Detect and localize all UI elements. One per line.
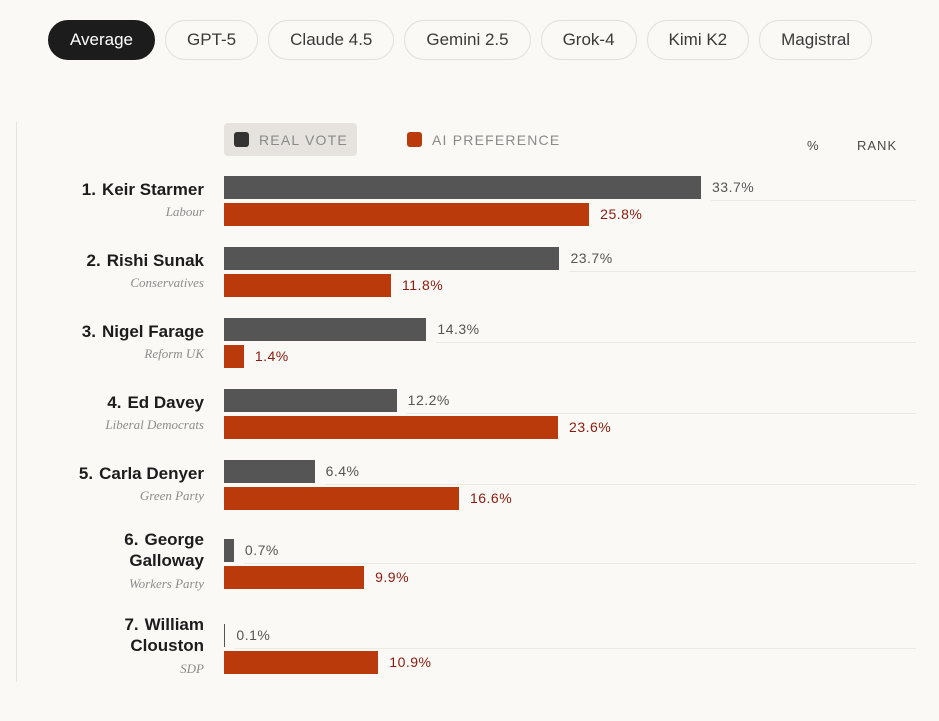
candidate-party: Conservatives — [130, 275, 204, 290]
real-vote-value: 0.1% — [236, 627, 271, 643]
candidate-rank: 5. — [78, 464, 94, 483]
real-vote-bar — [224, 318, 427, 341]
tab-grok-4[interactable]: Grok-4 — [540, 20, 637, 60]
real-vote-bar — [224, 539, 234, 562]
candidate-party: SDP — [180, 661, 204, 676]
ai-preference-bar — [224, 345, 244, 368]
ai-preference-bar — [224, 274, 392, 297]
row-divider — [436, 342, 916, 343]
candidate-name-text: Nigel Farage — [101, 322, 204, 341]
ai-preference-value: 10.9% — [389, 654, 432, 670]
candidate-party: Reform UK — [144, 346, 204, 361]
row-divider — [711, 200, 916, 201]
tab-kimi-k2[interactable]: Kimi K2 — [646, 20, 750, 60]
candidate-name: 6. George Galloway — [64, 529, 204, 571]
candidate-rank: 1. — [81, 180, 96, 199]
real-vote-value: 14.3% — [437, 321, 480, 337]
row-divider — [243, 563, 916, 564]
legend-real-vote[interactable]: REAL VOTE — [224, 123, 357, 156]
real-vote-bar — [224, 247, 560, 270]
candidate-rank: 7. — [124, 615, 139, 634]
column-header-rank[interactable]: RANK — [857, 138, 898, 153]
ai-preference-value: 11.8% — [402, 277, 444, 293]
candidate-name: 5. Carla Denyer — [79, 463, 204, 484]
ai-preference-value: 1.4% — [254, 348, 289, 364]
model-tabs: Average GPT-5 Claude 4.5 Gemini 2.5 Grok-4 Ki… — [48, 20, 873, 60]
column-header-percent[interactable]: % — [807, 138, 820, 153]
real-vote-bar — [224, 460, 315, 483]
real-vote-bar — [224, 176, 701, 199]
legend-real-label: REAL VOTE — [259, 131, 348, 148]
tab-claude-4-5[interactable]: Claude 4.5 — [268, 20, 395, 60]
candidate-name: 7. William Clouston — [64, 614, 204, 656]
real-vote-bar — [224, 389, 397, 412]
ai-preference-value: 9.9% — [375, 569, 410, 585]
candidate-name-text: Rishi Sunak — [106, 251, 204, 270]
real-vote-value: 23.7% — [570, 250, 613, 266]
real-vote-value: 6.4% — [325, 463, 360, 479]
tab-gemini-2-5[interactable]: Gemini 2.5 — [404, 20, 531, 60]
tab-average[interactable]: Average — [48, 20, 156, 60]
row-divider — [406, 413, 916, 414]
ai-preference-bar — [224, 487, 459, 510]
legend-ai-swatch — [407, 132, 422, 147]
tab-gpt-5[interactable]: GPT-5 — [165, 20, 259, 60]
candidate-name-text: Keir Starmer — [101, 180, 204, 199]
candidate-name: 2. Rishi Sunak — [87, 250, 205, 271]
ai-preference-bar — [224, 203, 590, 226]
candidate-party: Green Party — [139, 488, 204, 503]
legend-real-swatch — [234, 132, 249, 147]
chart-left-border — [16, 122, 17, 682]
candidate-rank: 6. — [124, 530, 139, 549]
candidate-name-text: Ed Davey — [127, 393, 204, 412]
ai-preference-bar — [224, 651, 379, 674]
candidate-rank: 2. — [86, 251, 101, 270]
row-divider — [324, 484, 916, 485]
real-vote-bar — [224, 624, 226, 647]
candidate-party: Labour — [165, 204, 204, 219]
candidate-name-text: George Galloway — [129, 530, 204, 570]
candidate-rank: 3. — [81, 322, 96, 341]
ai-preference-value: 23.6% — [569, 419, 612, 435]
ai-preference-bar — [224, 566, 365, 589]
row-divider — [235, 648, 916, 649]
row-divider — [569, 271, 916, 272]
ai-preference-value: 25.8% — [600, 206, 643, 222]
real-vote-value: 12.2% — [407, 392, 450, 408]
real-vote-value: 0.7% — [244, 542, 279, 558]
legend-ai-preference[interactable]: AI PREFERENCE — [407, 123, 560, 156]
candidate-name: 4. Ed Davey — [107, 392, 204, 413]
candidate-party: Liberal Democrats — [105, 417, 204, 432]
ai-preference-bar — [224, 416, 559, 439]
tab-magistral[interactable]: Magistral — [759, 20, 873, 60]
legend-ai-label: AI PREFERENCE — [432, 131, 561, 148]
candidate-name: 3. Nigel Farage — [82, 321, 204, 342]
candidate-party: Workers Party — [129, 576, 204, 591]
candidate-rank: 4. — [107, 393, 122, 412]
candidate-name: 1. Keir Starmer — [82, 179, 204, 200]
candidate-name-text: Carla Denyer — [99, 464, 204, 483]
real-vote-value: 33.7% — [712, 179, 755, 195]
ai-preference-value: 16.6% — [469, 490, 513, 506]
candidate-name-text: William Clouston — [130, 615, 204, 655]
